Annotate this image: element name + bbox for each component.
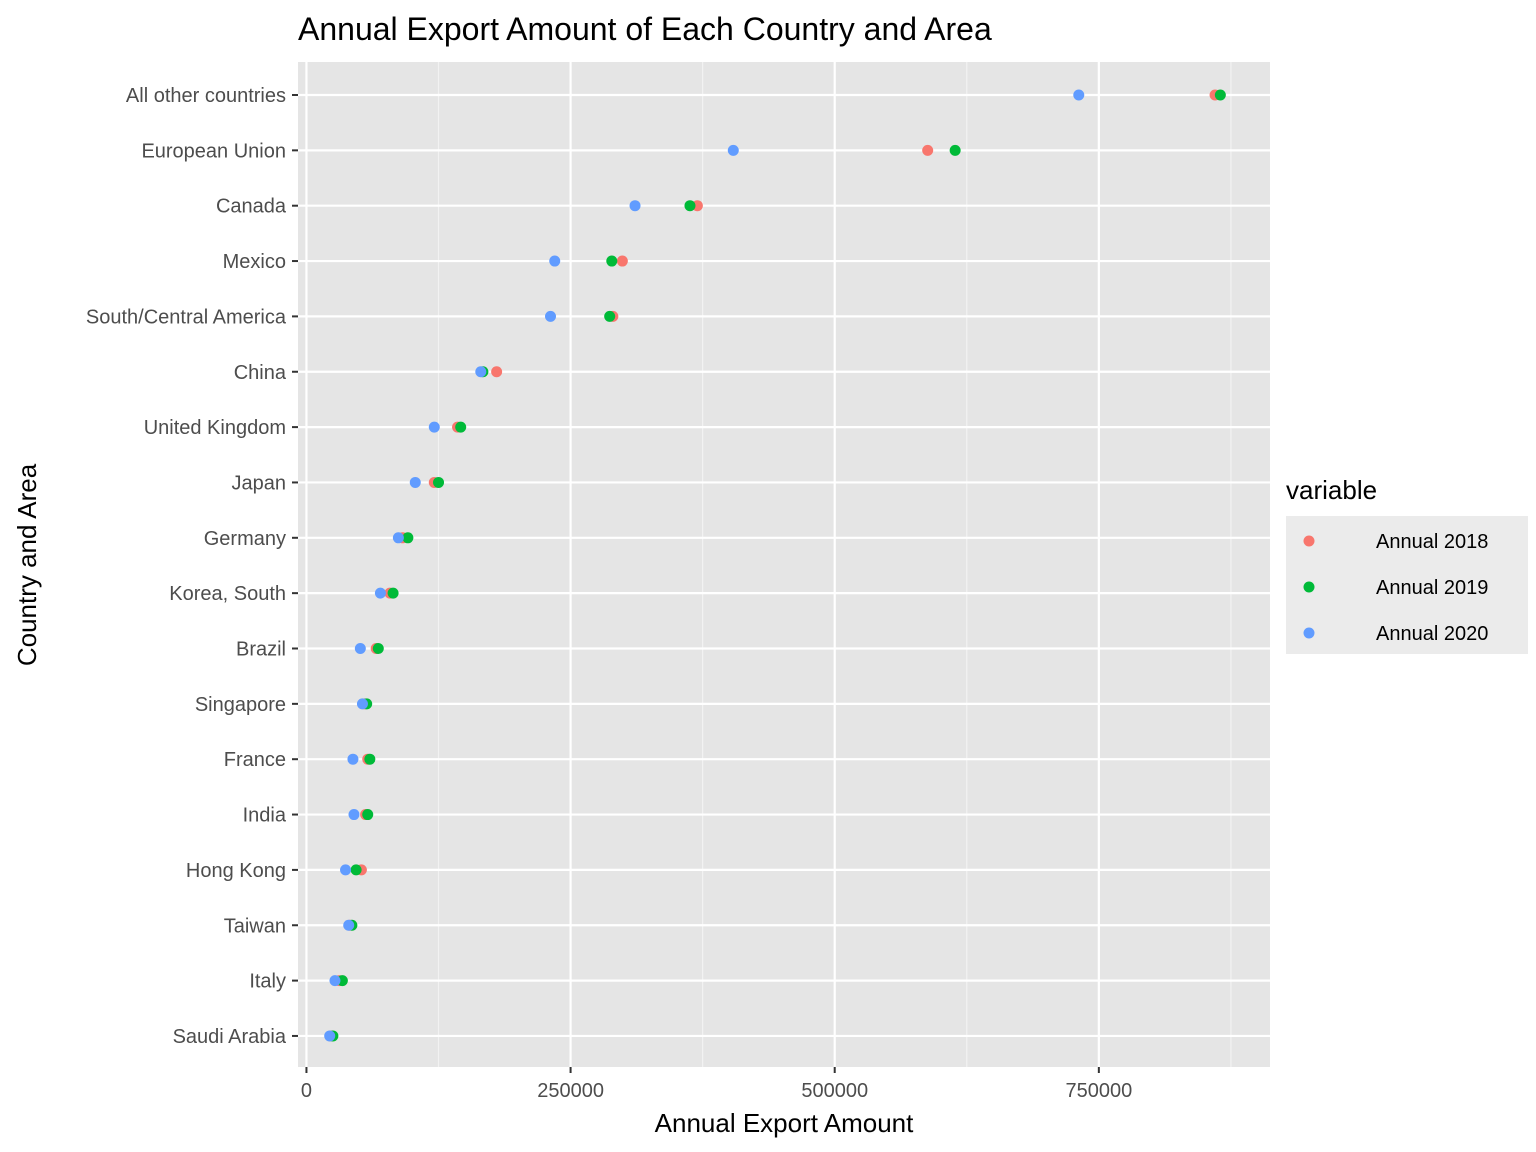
minor-gridlines bbox=[437, 62, 1232, 1067]
data-point bbox=[455, 421, 467, 433]
chart-title: Annual Export Amount of Each Country and… bbox=[298, 11, 992, 47]
data-point bbox=[343, 919, 355, 931]
data-point bbox=[684, 200, 696, 212]
y-axis: All other countries European Union Canada M… bbox=[86, 85, 298, 1048]
y-tick-label: China bbox=[234, 362, 287, 384]
data-point bbox=[409, 476, 421, 488]
y-tick-label: Saudi Arabia bbox=[173, 1026, 287, 1048]
x-tick-label: 250000 bbox=[537, 1080, 604, 1102]
y-tick-label: Japan bbox=[232, 472, 287, 494]
data-point bbox=[402, 532, 414, 544]
y-tick-label: Canada bbox=[216, 196, 287, 218]
data-point bbox=[354, 643, 366, 654]
legend-label: Annual 2019 bbox=[1376, 577, 1488, 599]
data-point bbox=[545, 310, 557, 322]
data-point bbox=[348, 809, 360, 821]
data-point bbox=[1073, 89, 1085, 101]
data-point bbox=[350, 864, 362, 876]
x-axis: 0 250000 500000 750000 bbox=[301, 1067, 1132, 1102]
x-tick-label: 0 bbox=[301, 1080, 312, 1102]
y-tick-label: Germany bbox=[204, 528, 286, 550]
x-tick-label: 750000 bbox=[1065, 1080, 1132, 1102]
data-point bbox=[604, 310, 616, 322]
legend-key bbox=[1303, 581, 1315, 593]
data-point bbox=[491, 366, 503, 378]
y-tick-label: Hong Kong bbox=[186, 860, 286, 882]
data-point bbox=[475, 366, 487, 378]
data-point bbox=[629, 200, 641, 212]
y-tick-label: Mexico bbox=[223, 251, 286, 273]
legend-label: Annual 2018 bbox=[1376, 531, 1488, 553]
y-tick-label: European Union bbox=[141, 140, 286, 162]
data-point bbox=[387, 587, 399, 599]
data-point bbox=[329, 975, 341, 987]
data-point bbox=[606, 255, 618, 267]
data-point bbox=[347, 753, 359, 765]
data-point bbox=[922, 144, 934, 156]
major-gridlines bbox=[298, 62, 1270, 1067]
data-point bbox=[356, 698, 368, 710]
legend-key bbox=[1303, 535, 1315, 547]
x-axis-title: Annual Export Amount bbox=[655, 1108, 914, 1138]
legend-key bbox=[1303, 627, 1315, 639]
legend-label: Annual 2020 bbox=[1376, 623, 1488, 645]
legend-items: Annual 2018 Annual 2019 Annual 2020 bbox=[1303, 531, 1488, 645]
data-point bbox=[616, 255, 628, 267]
data-point bbox=[392, 532, 404, 544]
y-tick-label: India bbox=[243, 805, 287, 827]
data-point bbox=[374, 587, 386, 599]
data-point bbox=[727, 144, 739, 156]
data-point bbox=[324, 1030, 336, 1042]
y-tick-label: United Kingdom bbox=[144, 417, 286, 439]
y-tick-label: Korea, South bbox=[169, 583, 286, 605]
data-point bbox=[340, 864, 352, 876]
y-tick-label: Brazil bbox=[236, 639, 286, 661]
plot-panel bbox=[298, 62, 1270, 1067]
y-tick-label: Taiwan bbox=[224, 915, 286, 937]
legend-key-background bbox=[1286, 516, 1528, 654]
data-point bbox=[1214, 89, 1226, 101]
data-point bbox=[949, 144, 961, 156]
data-point bbox=[364, 753, 376, 765]
legend-title: variable bbox=[1286, 475, 1377, 505]
data-point bbox=[428, 421, 440, 433]
y-tick-label: Italy bbox=[249, 971, 286, 993]
data-point bbox=[433, 476, 445, 488]
y-axis-title: Country and Area bbox=[12, 463, 42, 666]
data-points bbox=[324, 89, 1226, 1042]
data-point bbox=[362, 809, 374, 821]
y-tick-label: France bbox=[224, 749, 286, 771]
y-tick-label: All other countries bbox=[126, 85, 286, 107]
x-tick-label: 500000 bbox=[801, 1080, 868, 1102]
data-point bbox=[549, 255, 561, 267]
data-point bbox=[372, 643, 384, 654]
y-tick-label: Singapore bbox=[195, 694, 286, 716]
y-tick-label: South/Central America bbox=[86, 306, 287, 328]
